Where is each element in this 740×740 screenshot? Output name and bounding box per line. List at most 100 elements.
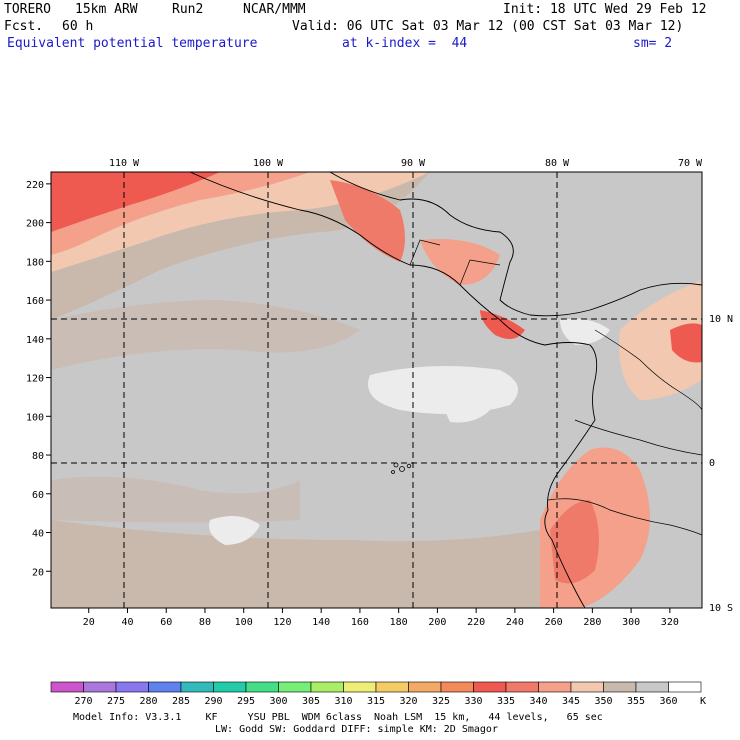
colorbar-swatch <box>50 681 84 693</box>
border-colombia-peru <box>574 419 702 456</box>
x-tick-label: 320 <box>661 617 679 628</box>
x-tick-label: 220 <box>467 617 485 628</box>
field-tan-southwest <box>51 476 300 523</box>
longitude-labels: 110 W 100 W 90 W 80 W 70 W <box>109 158 703 169</box>
colorbar: 270 275 280 285 290 295 300 305 310 315 320 325 330 3… <box>50 681 702 707</box>
colorbar-label: 270 <box>74 696 92 707</box>
colorbar-swatch <box>570 681 604 693</box>
colorbar-swatch <box>408 681 442 693</box>
colorbar-label: 325 <box>432 696 450 707</box>
map-field <box>51 172 702 608</box>
colorbar-label: 300 <box>269 696 287 707</box>
y-tick-label: 20 <box>32 567 44 578</box>
x-tick-label: 40 <box>121 617 133 628</box>
border-colombia-venezuela <box>594 329 702 411</box>
field-peach-colombia <box>619 280 702 400</box>
x-tick-label: 80 <box>199 617 211 628</box>
colorbar-swatch <box>440 681 474 693</box>
coastline-caribbean <box>329 172 702 317</box>
colorbar-swatch <box>180 681 214 693</box>
level-label: at k-index = 44 <box>342 36 468 51</box>
field-salmon-honduras <box>420 239 500 285</box>
coastline-pacific <box>189 172 598 608</box>
colorbar-label: 305 <box>302 696 320 707</box>
forecast-label: Fcst. <box>4 19 44 34</box>
y-tick-label: 120 <box>26 374 44 385</box>
colorbar-label: 315 <box>367 696 385 707</box>
smoothing-label: sm= 2 <box>633 36 673 51</box>
longitude-label: 80 W <box>545 158 570 169</box>
valid-time: Valid: 06 UTC Sat 03 Mar 12 (00 CST Sat … <box>292 19 684 34</box>
model-resolution: 15km ARW <box>75 2 138 17</box>
y-axis-ticks: 20 40 60 80 100 120 140 160 180 200 220 <box>26 180 51 578</box>
colorbar-swatch <box>375 681 409 693</box>
galapagos-island-2 <box>399 466 405 472</box>
org-label: NCAR/MMM <box>243 2 306 17</box>
x-tick-label: 100 <box>235 617 253 628</box>
colorbar-label: 295 <box>237 696 255 707</box>
x-axis-ticks: 20 40 60 80 100 120 140 160 180 200 220 240 260 280 30… <box>83 608 679 628</box>
x-tick-label: 300 <box>622 617 640 628</box>
field-coral-guatemala <box>330 180 405 262</box>
colorbar-swatch <box>668 681 702 693</box>
y-tick-label: 40 <box>32 529 44 540</box>
colorbar-label: 320 <box>399 696 417 707</box>
footer-model-info: Model Info: V3.3.1 KF YSU PBL WDM 6class… <box>73 712 603 723</box>
init-time: Init: 18 UTC Wed 29 Feb 12 <box>503 2 707 17</box>
colorbar-label: 280 <box>139 696 157 707</box>
y-tick-label: 160 <box>26 296 44 307</box>
colorbar-label: 360 <box>659 696 677 707</box>
colorbar-swatch <box>148 681 182 693</box>
colorbar-unit: K <box>700 696 706 707</box>
colorbar-label: 340 <box>529 696 547 707</box>
field-white-east <box>440 398 490 423</box>
field-name: Equivalent potential temperature <box>7 36 258 51</box>
x-tick-label: 20 <box>83 617 95 628</box>
colorbar-swatch <box>603 681 637 693</box>
y-tick-label: 100 <box>26 412 44 423</box>
colorbar-swatch <box>505 681 539 693</box>
longitude-label: 100 W <box>253 158 284 169</box>
model-name: TORERO <box>4 2 51 17</box>
galapagos-island-4 <box>391 470 395 474</box>
galapagos-island-3 <box>406 463 412 469</box>
y-tick-label: 140 <box>26 335 44 346</box>
latitude-label: 10 S <box>709 603 733 614</box>
longitude-label: 70 W <box>678 158 703 169</box>
y-tick-label: 200 <box>26 219 44 230</box>
colorbar-label: 350 <box>594 696 612 707</box>
colorbar-swatch <box>473 681 507 693</box>
colorbar-label: 285 <box>172 696 190 707</box>
border-honduras <box>459 259 501 286</box>
colorbar-label: 345 <box>562 696 580 707</box>
field-coral-peru <box>550 500 599 584</box>
y-tick-label: 180 <box>26 257 44 268</box>
y-tick-label: 80 <box>32 451 44 462</box>
latitude-labels: 10 N 0 10 S <box>709 314 733 614</box>
x-tick-label: 120 <box>273 617 291 628</box>
forecast-hour: 60 h <box>62 19 94 34</box>
x-tick-label: 280 <box>583 617 601 628</box>
y-tick-label: 220 <box>26 180 44 191</box>
colorbar-swatch <box>343 681 377 693</box>
field-red-venezuela <box>670 323 702 363</box>
footer-physics-info: LW: Godd SW: Goddard DIFF: simple KM: 2D… <box>215 724 498 735</box>
border-ecuador-peru <box>547 498 702 536</box>
colorbar-label: 290 <box>204 696 222 707</box>
x-tick-label: 60 <box>160 617 172 628</box>
y-tick-label: 60 <box>32 490 44 501</box>
field-white-central <box>368 366 518 414</box>
latitude-label: 10 N <box>709 314 733 325</box>
field-white-panama <box>560 318 610 345</box>
run-label: Run2 <box>172 2 204 17</box>
x-tick-label: 160 <box>351 617 369 628</box>
latitude-label: 0 <box>709 458 715 469</box>
colorbar-swatch <box>635 681 669 693</box>
graticule <box>51 172 702 608</box>
field-tan-south <box>51 520 540 608</box>
colorbar-swatch <box>245 681 279 693</box>
colorbar-label: 355 <box>627 696 645 707</box>
field-red-northwest <box>51 172 220 232</box>
colorbar-swatch <box>213 681 247 693</box>
